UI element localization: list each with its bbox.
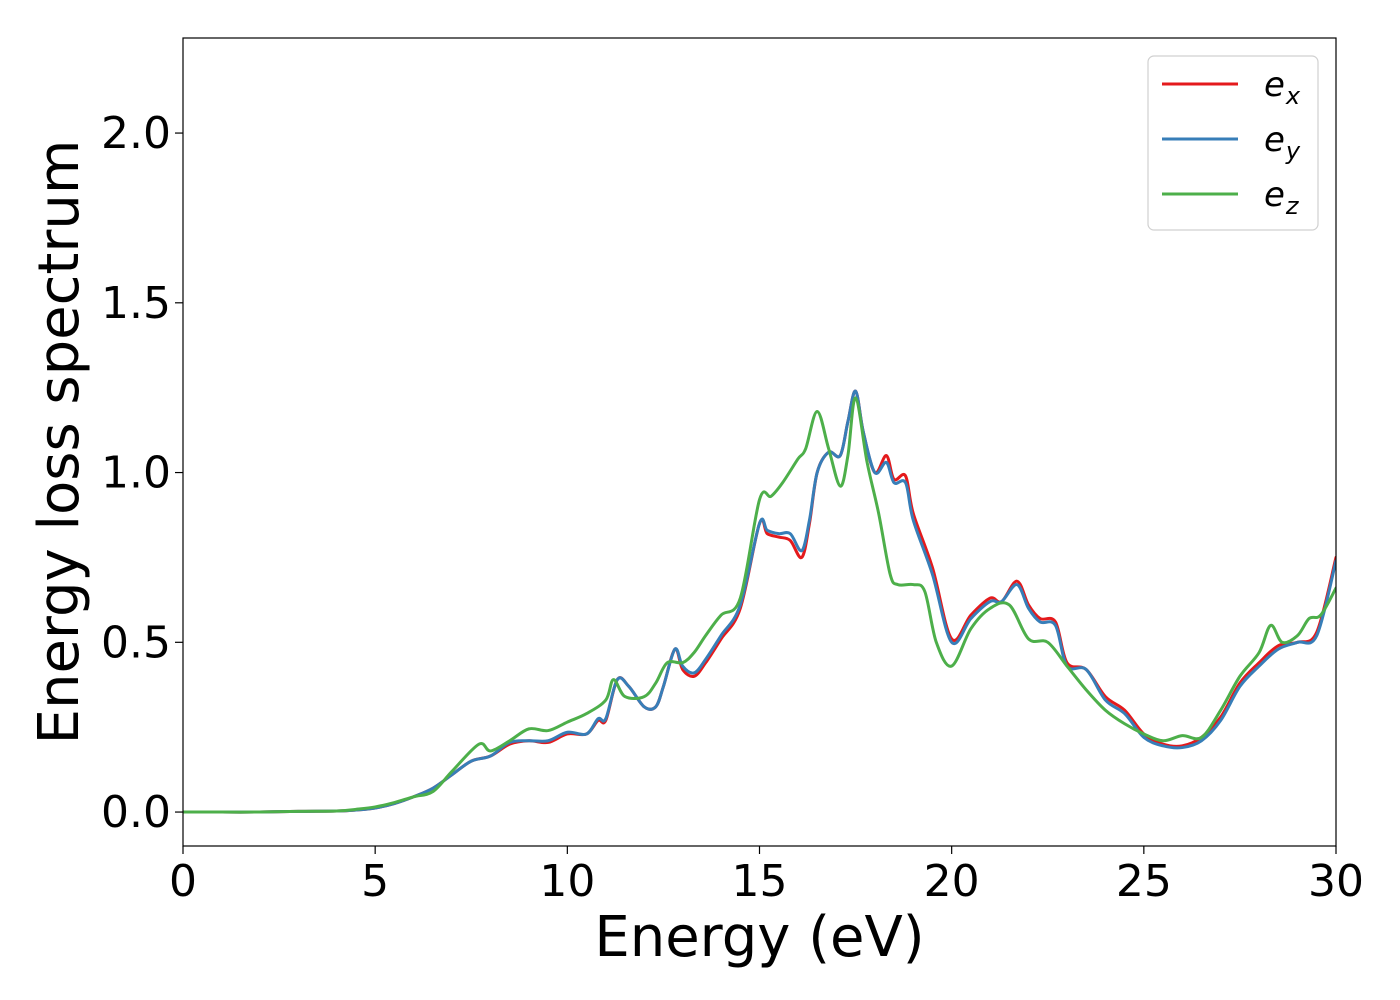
x-tick-label: 0 [169, 856, 197, 907]
series-layer [183, 389, 1336, 814]
y-tick-label: 2.0 [101, 108, 171, 159]
x-tick-label: 15 [732, 856, 788, 907]
y-axis: 0.0 0.5 1.0 1.5 2.0 [101, 108, 183, 838]
x-tick-label: 30 [1308, 856, 1364, 907]
y-axis-label: Energy loss spectrum [27, 140, 92, 745]
y-tick-label: 0.5 [101, 617, 171, 668]
legend-box [1147, 55, 1319, 231]
plot-background [183, 38, 1336, 846]
x-tick-label: 5 [361, 856, 389, 907]
y-tick-label: 0.0 [101, 787, 171, 838]
x-axis-label: Energy (eV) [594, 905, 924, 970]
series-line-z [183, 396, 1336, 814]
y-tick-label: 1.5 [101, 278, 171, 329]
y-tick-label: 1.0 [101, 448, 171, 499]
x-tick-label: 20 [924, 856, 980, 907]
series-line-y [183, 389, 1336, 814]
x-axis: 0 5 10 15 20 25 30 [169, 846, 1364, 907]
x-tick-label: 10 [539, 856, 595, 907]
x-tick-label: 25 [1116, 856, 1172, 907]
